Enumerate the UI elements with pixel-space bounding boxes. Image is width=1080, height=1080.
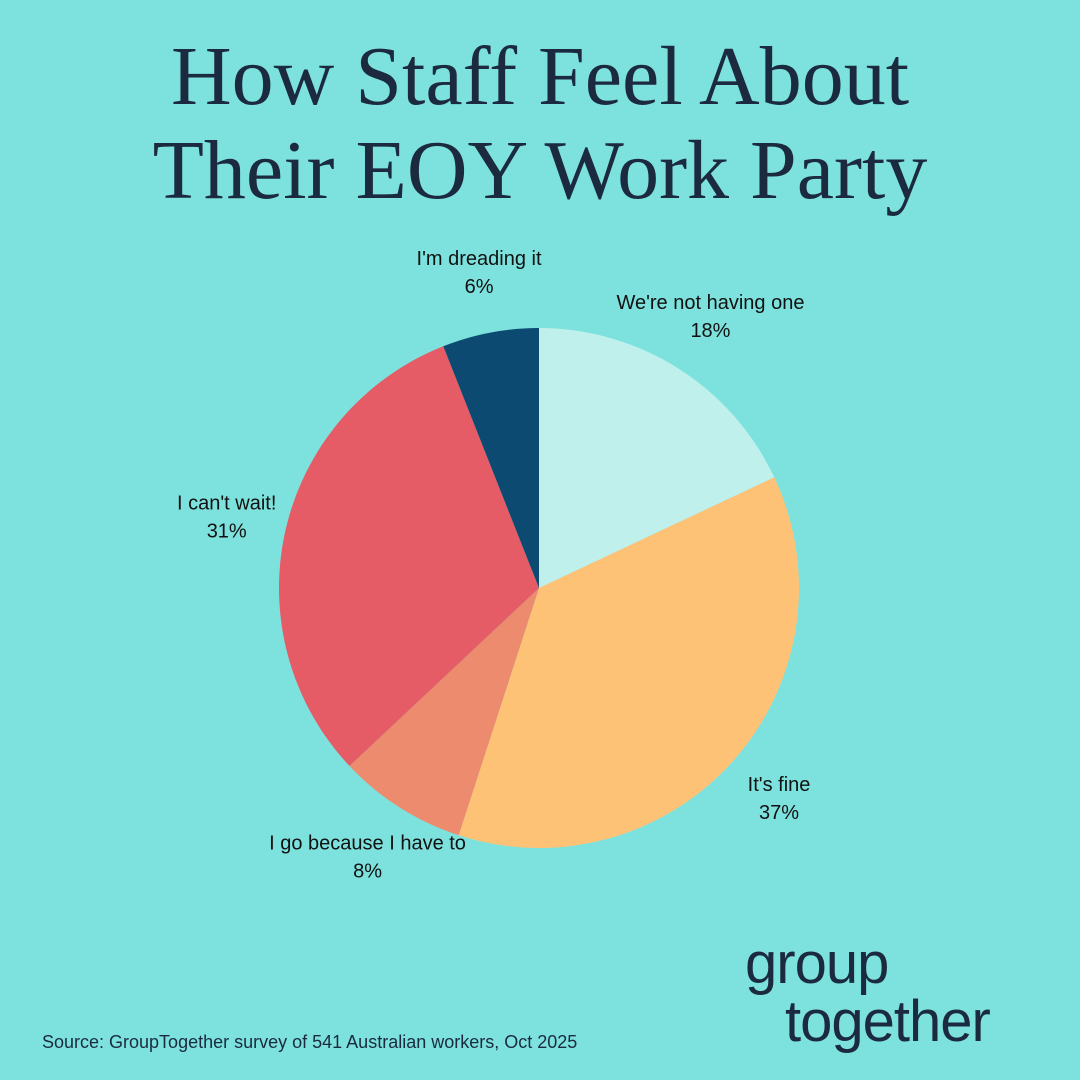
slice-label: I go because I have to (269, 832, 466, 854)
value-label: 31% (207, 520, 247, 542)
value-label: 37% (759, 802, 799, 824)
pie-slice (443, 328, 539, 588)
slice-label: I'm dreading it (417, 248, 542, 270)
slice-label: We're not having one (616, 292, 804, 314)
pie-slice (349, 588, 539, 836)
pie-slice (279, 346, 539, 766)
value-label: 8% (353, 860, 382, 882)
logo-text: group (745, 931, 889, 996)
logo: group together (745, 931, 991, 1054)
chart-title: How Staff Feel About Their EOY Work Part… (152, 30, 928, 217)
pie-slice (458, 477, 799, 848)
source-note: Source: GroupTogether survey of 541 Aust… (42, 1032, 578, 1052)
value-label: 18% (690, 320, 730, 342)
pie-slice (539, 328, 775, 588)
slice-label: It's fine (748, 774, 811, 796)
value-label: 6% (465, 276, 494, 298)
slice-label: I can't wait! (177, 492, 276, 514)
logo-text: together (785, 989, 991, 1054)
